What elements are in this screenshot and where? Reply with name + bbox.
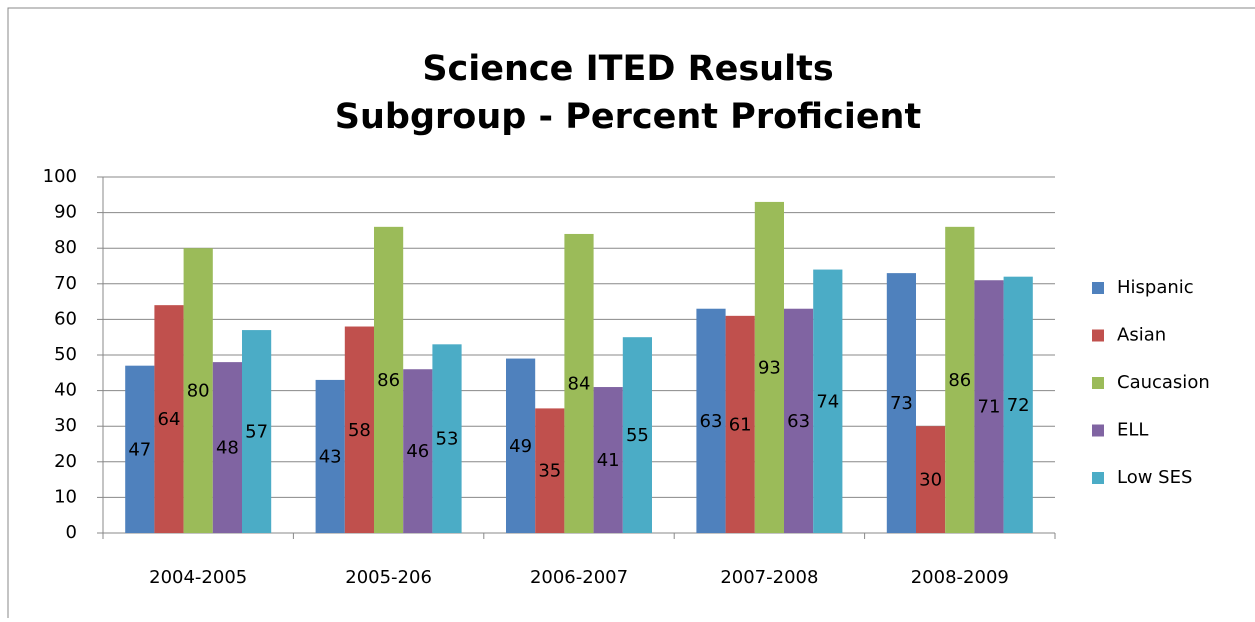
bar <box>315 379 345 533</box>
bar <box>916 426 946 533</box>
legend-label: Hispanic <box>1117 277 1194 298</box>
data-label: 86 <box>377 370 400 391</box>
x-tick-label: 2007-2008 <box>720 567 818 588</box>
data-label: 64 <box>158 409 181 430</box>
bar <box>564 233 594 533</box>
bar <box>242 330 272 533</box>
y-tick-label: 20 <box>54 451 77 472</box>
data-label: 73 <box>890 393 913 414</box>
y-tick-label: 30 <box>54 415 77 436</box>
legend-label: Low SES <box>1117 467 1192 488</box>
data-label: 93 <box>758 357 781 378</box>
y-tick-label: 50 <box>54 344 77 365</box>
data-label: 47 <box>128 439 151 460</box>
legend-swatch <box>1092 329 1104 342</box>
y-tick-label: 0 <box>66 522 77 543</box>
data-label: 72 <box>1007 395 1030 416</box>
bar <box>506 358 536 533</box>
data-label: 58 <box>348 420 371 441</box>
bar <box>183 248 213 533</box>
data-label: 49 <box>509 436 532 457</box>
x-tick-label: 2005-206 <box>345 567 432 588</box>
data-label: 30 <box>919 470 942 491</box>
legend-label: Caucasion <box>1117 372 1210 393</box>
data-label: 35 <box>538 461 561 482</box>
bar <box>696 308 726 533</box>
bar <box>403 369 433 533</box>
data-label: 46 <box>406 441 429 462</box>
x-tick-label: 2004-2005 <box>149 567 247 588</box>
x-tick-label: 2006-2007 <box>530 567 628 588</box>
y-tick-label: 100 <box>43 166 77 187</box>
bar <box>886 273 916 533</box>
data-label: 48 <box>216 438 239 459</box>
y-tick-label: 90 <box>54 202 77 223</box>
data-label: 74 <box>816 391 839 412</box>
chart-subtitle: Subgroup - Percent Proficient <box>335 97 921 137</box>
data-label: 53 <box>436 429 459 450</box>
data-label: 41 <box>597 450 620 471</box>
bar <box>125 365 155 533</box>
data-label: 57 <box>245 422 268 443</box>
bar <box>813 269 843 533</box>
bar <box>754 201 784 534</box>
bar <box>432 344 462 533</box>
data-label: 61 <box>729 414 752 435</box>
legend-swatch <box>1092 377 1104 389</box>
data-label: 43 <box>319 446 342 467</box>
legend-label: Asian <box>1117 325 1166 346</box>
bar <box>212 362 242 533</box>
bar <box>974 280 1004 533</box>
data-label: 86 <box>948 370 971 391</box>
bar <box>784 308 814 533</box>
bar <box>154 305 184 533</box>
bar <box>622 337 652 533</box>
y-tick-label: 40 <box>54 380 77 401</box>
data-label: 63 <box>700 411 723 432</box>
legend-swatch <box>1092 424 1104 437</box>
bar <box>945 226 975 533</box>
data-label: 84 <box>568 373 591 394</box>
y-tick-label: 80 <box>54 237 77 258</box>
bar <box>374 226 404 533</box>
x-tick-label: 2008-2009 <box>911 567 1009 588</box>
legend-label: ELL <box>1117 420 1148 441</box>
data-label: 80 <box>187 381 210 402</box>
data-label: 71 <box>978 397 1001 418</box>
bar <box>344 326 374 533</box>
bar <box>1003 276 1033 533</box>
chart-frame <box>7 7 1255 622</box>
data-label: 63 <box>787 411 810 432</box>
y-tick-label: 70 <box>54 273 77 294</box>
bar <box>593 387 623 533</box>
y-tick-label: 60 <box>54 308 77 329</box>
data-label: 55 <box>626 425 649 446</box>
bar <box>725 315 755 533</box>
y-tick-label: 10 <box>54 486 77 507</box>
legend-swatch <box>1092 472 1104 484</box>
bar <box>535 408 565 533</box>
chart-title: Science ITED Results <box>422 49 833 89</box>
legend-swatch <box>1092 282 1104 294</box>
